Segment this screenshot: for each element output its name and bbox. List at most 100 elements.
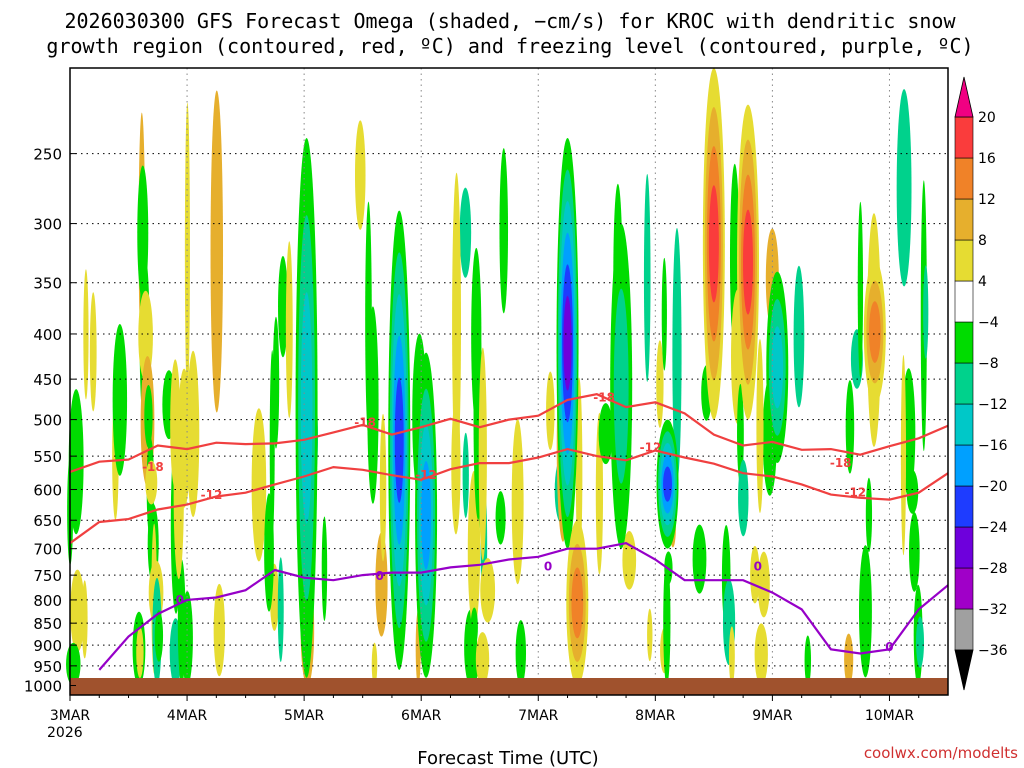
omega-streak bbox=[379, 413, 387, 562]
omega-streak bbox=[375, 532, 388, 637]
colorbar-box bbox=[954, 198, 974, 241]
omega-streak bbox=[480, 558, 496, 623]
omega-streak bbox=[154, 610, 164, 662]
y-tick-label: 750 bbox=[33, 567, 62, 585]
omega-streak bbox=[210, 90, 224, 413]
y-tick-label: 300 bbox=[33, 216, 62, 234]
contour-label: -12 bbox=[640, 441, 662, 455]
omega-feature bbox=[663, 466, 672, 502]
contour-label: -18 bbox=[142, 460, 164, 474]
contour-label: 0 bbox=[544, 559, 552, 573]
omega-streak bbox=[661, 257, 667, 371]
omega-streak bbox=[845, 380, 855, 474]
omega-streak bbox=[83, 269, 89, 400]
colorbar-label: −12 bbox=[978, 397, 1008, 413]
omega-streak bbox=[728, 626, 735, 686]
grid-lines bbox=[69, 68, 948, 695]
omega-streak bbox=[371, 642, 378, 686]
contour-label: 0 bbox=[754, 559, 762, 573]
omega-streak bbox=[754, 623, 768, 686]
y-tick-label: 1000 bbox=[24, 678, 62, 696]
colorbar-bottom-arrow bbox=[954, 649, 974, 691]
y-tick-label: 550 bbox=[33, 448, 62, 466]
omega-streak bbox=[272, 316, 280, 449]
contour-label: 0 bbox=[176, 593, 184, 607]
colorbar-box bbox=[954, 116, 974, 159]
omega-streak bbox=[459, 187, 472, 278]
omega-streak bbox=[186, 350, 200, 518]
colorbar-box bbox=[954, 526, 974, 569]
omega-streak bbox=[858, 545, 872, 678]
omega-feature bbox=[300, 292, 313, 524]
omega-streak bbox=[692, 524, 707, 594]
omega-streak bbox=[70, 569, 85, 653]
x-axis-ticks: 3MAR 4MAR 5MAR 6MAR 7MAR 8MAR 9MAR 10MAR bbox=[50, 695, 920, 724]
omega-feature bbox=[571, 567, 584, 639]
omega-streak bbox=[738, 459, 749, 537]
omega-streak bbox=[170, 359, 181, 490]
omega-streak bbox=[804, 635, 812, 686]
y-tick-label: 950 bbox=[33, 658, 62, 676]
omega-feature bbox=[563, 295, 572, 391]
omega-streak bbox=[900, 354, 907, 556]
omega-streak bbox=[145, 460, 158, 505]
omega-streak bbox=[264, 493, 274, 612]
omega-feature bbox=[868, 301, 881, 363]
omega-streak bbox=[495, 491, 506, 545]
x-axis-label: Forecast Time (UTC) bbox=[417, 748, 598, 768]
x-tick-label: 10MAR bbox=[865, 708, 914, 724]
omega-streak bbox=[737, 383, 744, 485]
x-tick-label: 7MAR bbox=[518, 708, 559, 724]
omega-streak bbox=[663, 557, 671, 686]
omega-streak bbox=[136, 626, 144, 678]
omega-streak bbox=[906, 469, 919, 514]
chart-title-line2: growth region (contoured, red, ºC) and f… bbox=[46, 34, 973, 58]
ground-terrain bbox=[70, 678, 948, 695]
x-tick-label: 6MAR bbox=[401, 708, 442, 724]
colorbar-label: −8 bbox=[978, 356, 999, 372]
colorbar-box bbox=[954, 321, 974, 364]
colorbar-label: −16 bbox=[978, 438, 1008, 454]
y-tick-label: 500 bbox=[33, 412, 62, 430]
y-tick-label: 350 bbox=[33, 275, 62, 293]
colorbar-box bbox=[954, 444, 974, 487]
y-tick-label: 700 bbox=[33, 541, 62, 559]
omega-streak bbox=[475, 632, 490, 686]
x-tick-label: 5MAR bbox=[284, 708, 325, 724]
colorbar-label: 16 bbox=[978, 151, 996, 167]
omega-streak bbox=[923, 265, 929, 359]
y-tick-label: 900 bbox=[33, 637, 62, 655]
colorbar-label: 20 bbox=[978, 110, 996, 126]
colorbar-label: −36 bbox=[978, 643, 1008, 659]
omega-streak bbox=[466, 639, 479, 686]
colorbar-label: −4 bbox=[978, 315, 999, 331]
omega-feature bbox=[743, 209, 754, 315]
omega-streak bbox=[750, 545, 760, 604]
contour-label: -18 bbox=[593, 390, 615, 404]
omega-streak bbox=[81, 580, 88, 659]
omega-streak bbox=[647, 608, 653, 662]
omega-streak bbox=[546, 371, 555, 450]
x-year-label: 2026 bbox=[47, 725, 83, 741]
y-tick-label: 800 bbox=[33, 592, 62, 610]
colorbar-label: −24 bbox=[978, 520, 1008, 536]
x-tick-label: 4MAR bbox=[167, 708, 208, 724]
omega-streak bbox=[896, 89, 912, 287]
colorbar-top-arrow bbox=[954, 76, 974, 118]
colorbar-label: 12 bbox=[978, 192, 996, 208]
omega-feature bbox=[421, 461, 432, 570]
omega-streak bbox=[499, 148, 509, 314]
omega-streak bbox=[598, 403, 613, 465]
omega-streak bbox=[89, 292, 97, 412]
contour-label: -18 bbox=[830, 456, 852, 470]
omega-streak bbox=[844, 633, 854, 686]
contour-label: -18 bbox=[354, 416, 376, 430]
colorbar-label: −20 bbox=[978, 479, 1008, 495]
omega-streak bbox=[365, 201, 372, 437]
chart-title-line1: 2026030300 GFS Forecast Omega (shaded, −… bbox=[64, 9, 956, 33]
x-tick-label: 8MAR bbox=[635, 708, 676, 724]
omega-streak bbox=[213, 583, 225, 677]
omega-streak bbox=[112, 323, 128, 476]
omega-streak bbox=[285, 241, 293, 419]
